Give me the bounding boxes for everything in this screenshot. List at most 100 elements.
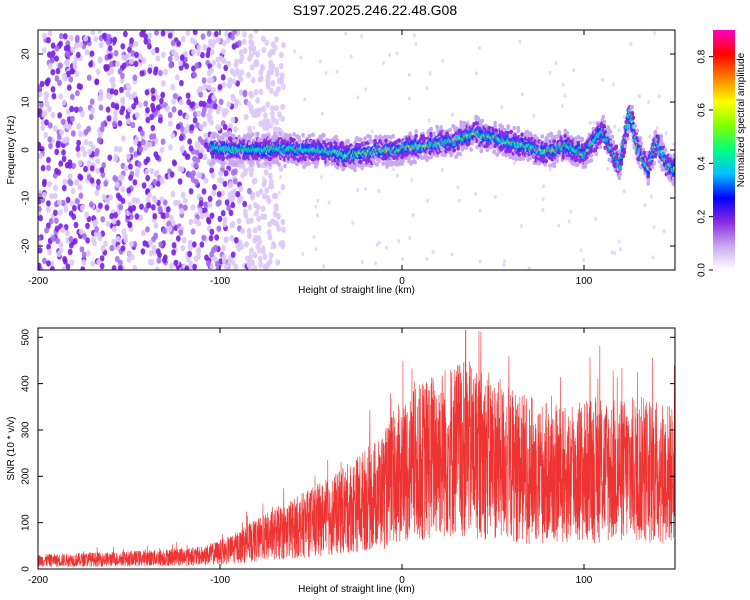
noise-cell	[76, 83, 82, 90]
noise-cell	[134, 213, 140, 220]
noise-cell	[192, 117, 198, 124]
noise-cell	[222, 257, 227, 264]
noise-cell	[426, 198, 429, 203]
noise-cell	[217, 215, 223, 223]
noise-cell	[44, 101, 50, 108]
noise-cell	[243, 167, 248, 174]
noise-cell	[201, 234, 207, 241]
noise-cell	[265, 194, 271, 202]
ridge-cell	[335, 138, 339, 143]
noise-cell	[185, 255, 191, 263]
noise-cell	[103, 180, 109, 187]
noise-cell	[112, 120, 117, 128]
noise-cell	[152, 178, 158, 186]
noise-cell	[138, 214, 144, 221]
noise-cell	[132, 264, 138, 270]
noise-cell	[72, 59, 77, 67]
noise-cell	[50, 50, 56, 57]
noise-cell	[155, 248, 161, 255]
noise-cell	[111, 265, 117, 270]
noise-cell	[39, 80, 45, 88]
noise-cell	[153, 222, 159, 229]
noise-cell	[312, 235, 316, 240]
noise-cell	[274, 105, 279, 112]
noise-cell	[374, 261, 377, 266]
noise-cell	[180, 244, 186, 252]
noise-cell	[54, 167, 59, 175]
noise-cell	[272, 219, 278, 226]
noise-cell	[160, 51, 166, 58]
noise-cell	[112, 175, 118, 182]
noise-cell	[50, 111, 56, 119]
noise-cell	[128, 174, 134, 181]
noise-cell	[212, 103, 218, 110]
noise-cell	[270, 110, 275, 118]
noise-cell	[75, 145, 81, 152]
noise-cell	[238, 49, 244, 56]
noise-cell	[114, 103, 120, 111]
noise-cell	[65, 263, 71, 270]
noise-cell	[47, 51, 52, 58]
noise-cell	[248, 250, 252, 255]
noise-cell	[652, 225, 656, 230]
noise-cell	[52, 125, 58, 132]
noise-cell	[395, 51, 399, 56]
noise-cell	[270, 80, 276, 87]
noise-cell	[78, 192, 84, 199]
noise-cell	[168, 214, 174, 222]
noise-cell	[233, 126, 238, 133]
noise-cell	[120, 197, 126, 204]
noise-cell	[125, 91, 131, 98]
noise-cell	[322, 264, 326, 269]
noise-cell	[62, 33, 68, 40]
ridge-cell	[408, 131, 412, 136]
noise-cell	[97, 57, 103, 64]
noise-cell	[196, 44, 202, 51]
noise-cell	[408, 236, 412, 240]
noise-cell	[227, 77, 233, 84]
noise-cell	[101, 162, 107, 169]
noise-cell	[173, 199, 178, 207]
ridge-cell	[363, 136, 367, 141]
noise-cell	[155, 94, 161, 102]
noise-cell	[388, 52, 391, 57]
noise-cell	[188, 218, 194, 226]
noise-cell	[75, 198, 80, 205]
noise-cell	[60, 226, 66, 234]
noise-cell	[260, 205, 266, 212]
noise-cell	[207, 201, 213, 208]
ridge-cell	[308, 133, 312, 139]
noise-cell	[560, 104, 564, 109]
noise-cell	[121, 228, 127, 235]
noise-cell	[162, 227, 167, 234]
noise-cell	[130, 121, 136, 129]
noise-cell	[47, 106, 52, 113]
noise-cell	[179, 146, 185, 154]
ridge-cell	[256, 131, 260, 137]
noise-cell	[83, 128, 89, 136]
noise-cell	[579, 248, 583, 253]
noise-cell	[106, 33, 111, 41]
noise-cell	[242, 208, 248, 215]
noise-cell	[60, 199, 66, 207]
noise-cell	[209, 67, 214, 74]
noise-cell	[220, 210, 226, 217]
noise-cell	[38, 91, 43, 98]
noise-cell	[256, 225, 262, 232]
noise-cell	[150, 124, 156, 132]
noise-cell	[160, 91, 166, 99]
noise-cell	[88, 113, 94, 121]
noise-cell	[425, 86, 429, 91]
noise-cell	[40, 164, 46, 172]
noise-cell	[143, 144, 148, 151]
noise-cell	[395, 173, 399, 178]
noise-cell	[327, 200, 331, 205]
noise-cell	[214, 261, 220, 268]
noise-cell	[185, 92, 191, 99]
noise-cell	[248, 253, 253, 261]
noise-cell	[73, 106, 79, 113]
noise-cell	[193, 162, 199, 169]
noise-cell	[46, 200, 51, 207]
noise-cell	[324, 71, 328, 76]
noise-cell	[197, 207, 203, 214]
